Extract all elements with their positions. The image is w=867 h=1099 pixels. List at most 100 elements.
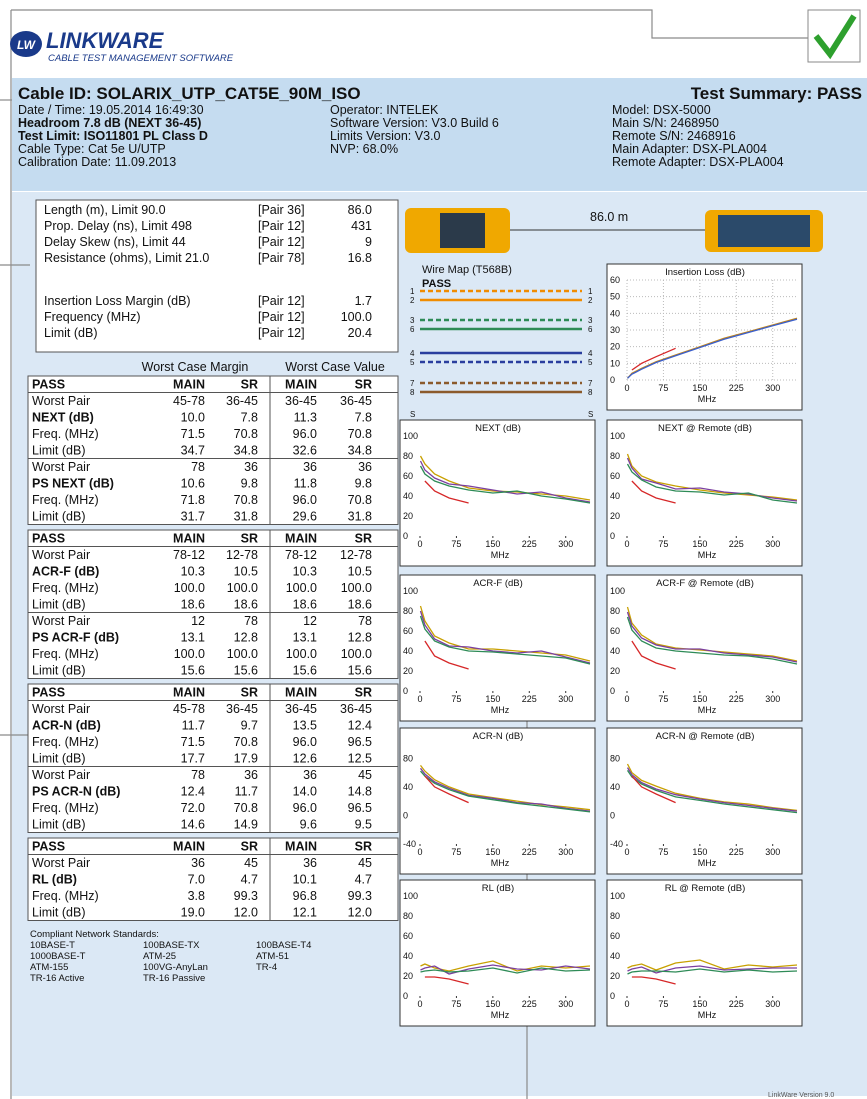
table-cell: 14.9 bbox=[234, 818, 258, 832]
logo-name: LINKWARE bbox=[46, 28, 165, 53]
table-cell: 78 bbox=[191, 460, 205, 474]
standard: 1000BASE-T bbox=[30, 951, 86, 962]
header-field: Main Adapter: DSX-PLA004 bbox=[612, 142, 767, 156]
standards-title: Compliant Network Standards: bbox=[30, 929, 159, 940]
x-tick-label: 150 bbox=[485, 999, 500, 1009]
result-label: Prop. Delay (ns), Limit 498 bbox=[44, 219, 192, 233]
table-label: ACR-F (dB) bbox=[32, 565, 99, 579]
table-cell: SR bbox=[241, 378, 258, 392]
result-value: 1.7 bbox=[355, 294, 372, 308]
table-cell: 11.7 bbox=[182, 719, 205, 733]
x-axis-label: MHz bbox=[698, 1010, 717, 1020]
table-cell: SR bbox=[355, 840, 372, 854]
table-label: PASS bbox=[32, 686, 65, 700]
x-tick-label: 300 bbox=[765, 694, 780, 704]
table-cell: 96.8 bbox=[293, 889, 317, 903]
table-cell: 14.0 bbox=[293, 785, 317, 799]
x-tick-label: 0 bbox=[417, 847, 422, 857]
table-cell: 13.1 bbox=[181, 631, 205, 645]
y-tick-label: 20 bbox=[403, 971, 413, 981]
table-cell: 99.3 bbox=[348, 889, 372, 903]
x-tick-label: 75 bbox=[658, 999, 668, 1009]
pin-label: 4 bbox=[410, 349, 415, 358]
table-label: PASS bbox=[32, 532, 65, 546]
chart-title: ACR-F @ Remote (dB) bbox=[656, 578, 754, 589]
x-tick-label: 75 bbox=[658, 383, 668, 393]
table-cell: 96.0 bbox=[293, 801, 317, 815]
x-axis-label: MHz bbox=[491, 550, 510, 560]
table-label: Limit (dB) bbox=[32, 510, 85, 524]
y-tick-label: 0 bbox=[610, 686, 615, 696]
x-axis-label: MHz bbox=[698, 394, 717, 404]
pin-label: 8 bbox=[410, 388, 415, 397]
table-cell: 78 bbox=[244, 614, 258, 628]
table-label: NEXT (dB) bbox=[32, 411, 94, 425]
table-cell: 9.5 bbox=[355, 818, 372, 832]
table-cell: 36 bbox=[191, 856, 205, 870]
x-tick-label: 300 bbox=[765, 383, 780, 393]
table-cell: 4.7 bbox=[355, 873, 372, 887]
main-unit-screen bbox=[440, 213, 485, 248]
x-tick-label: 0 bbox=[417, 694, 422, 704]
x-tick-label: 0 bbox=[624, 999, 629, 1009]
x-tick-label: 0 bbox=[417, 539, 422, 549]
header-field: Date / Time: 19.05.2014 16:49:30 bbox=[18, 103, 204, 117]
table-cell: 96.5 bbox=[348, 735, 372, 749]
table-cell: 100.0 bbox=[227, 581, 258, 595]
table-cell: 7.8 bbox=[241, 411, 258, 425]
table-cell: 31.7 bbox=[181, 510, 205, 524]
y-tick-label: -40 bbox=[403, 839, 416, 849]
table-cell: 10.6 bbox=[181, 477, 205, 491]
result-value: 16.8 bbox=[348, 251, 372, 265]
y-tick-label: 40 bbox=[403, 951, 413, 961]
x-tick-label: 225 bbox=[729, 383, 744, 393]
y-tick-label: 100 bbox=[403, 586, 418, 596]
table-cell: 36-45 bbox=[226, 394, 258, 408]
table-cell: 72.0 bbox=[181, 801, 205, 815]
remote-unit-panel bbox=[718, 215, 810, 247]
standard: TR-16 Passive bbox=[143, 973, 205, 984]
y-tick-label: 80 bbox=[403, 606, 413, 616]
table-cell: 31.8 bbox=[234, 510, 258, 524]
table-cell: 36 bbox=[358, 460, 372, 474]
pin-label: 1 bbox=[588, 287, 593, 296]
y-tick-label: 100 bbox=[403, 431, 418, 441]
pin-label: S bbox=[588, 410, 593, 419]
pin-label: 8 bbox=[588, 388, 593, 397]
result-pair: [Pair 36] bbox=[258, 203, 305, 217]
result-pair: [Pair 78] bbox=[258, 251, 305, 265]
x-tick-label: 300 bbox=[558, 847, 573, 857]
table-cell: 31.8 bbox=[348, 510, 372, 524]
table-label: Limit (dB) bbox=[32, 752, 85, 766]
result-pair: [Pair 12] bbox=[258, 219, 305, 233]
table-cell: 78-12 bbox=[173, 548, 205, 562]
table-cell: 11.3 bbox=[294, 411, 317, 425]
table-cell: 70.8 bbox=[234, 801, 258, 815]
table-cell: 36 bbox=[244, 460, 258, 474]
table-cell: 70.8 bbox=[234, 735, 258, 749]
table-label: Worst Pair bbox=[32, 548, 90, 562]
table-label: Freq. (MHz) bbox=[32, 889, 99, 903]
table-cell: MAIN bbox=[173, 686, 205, 700]
x-tick-label: 75 bbox=[658, 847, 668, 857]
table-cell: 18.6 bbox=[348, 598, 372, 612]
table-label: RL (dB) bbox=[32, 873, 77, 887]
y-tick-label: -40 bbox=[610, 839, 623, 849]
x-axis-label: MHz bbox=[698, 705, 717, 715]
table-cell: 13.5 bbox=[293, 719, 317, 733]
table-cell: 12.0 bbox=[348, 906, 372, 920]
x-tick-label: 0 bbox=[417, 999, 422, 1009]
table-label: Worst Pair bbox=[32, 856, 90, 870]
table-cell: 71.5 bbox=[181, 427, 205, 441]
y-tick-label: 20 bbox=[610, 342, 620, 352]
y-tick-label: 40 bbox=[610, 646, 620, 656]
x-tick-label: 75 bbox=[451, 999, 461, 1009]
y-tick-label: 40 bbox=[610, 782, 620, 792]
table-cell: 12.4 bbox=[181, 785, 205, 799]
table-cell: 15.6 bbox=[181, 664, 205, 678]
table-cell: 36-45 bbox=[285, 702, 317, 716]
table-cell: SR bbox=[355, 532, 372, 546]
table-cell: 12.1 bbox=[293, 906, 317, 920]
x-tick-label: 150 bbox=[692, 539, 707, 549]
table-cell: 10.5 bbox=[234, 565, 258, 579]
